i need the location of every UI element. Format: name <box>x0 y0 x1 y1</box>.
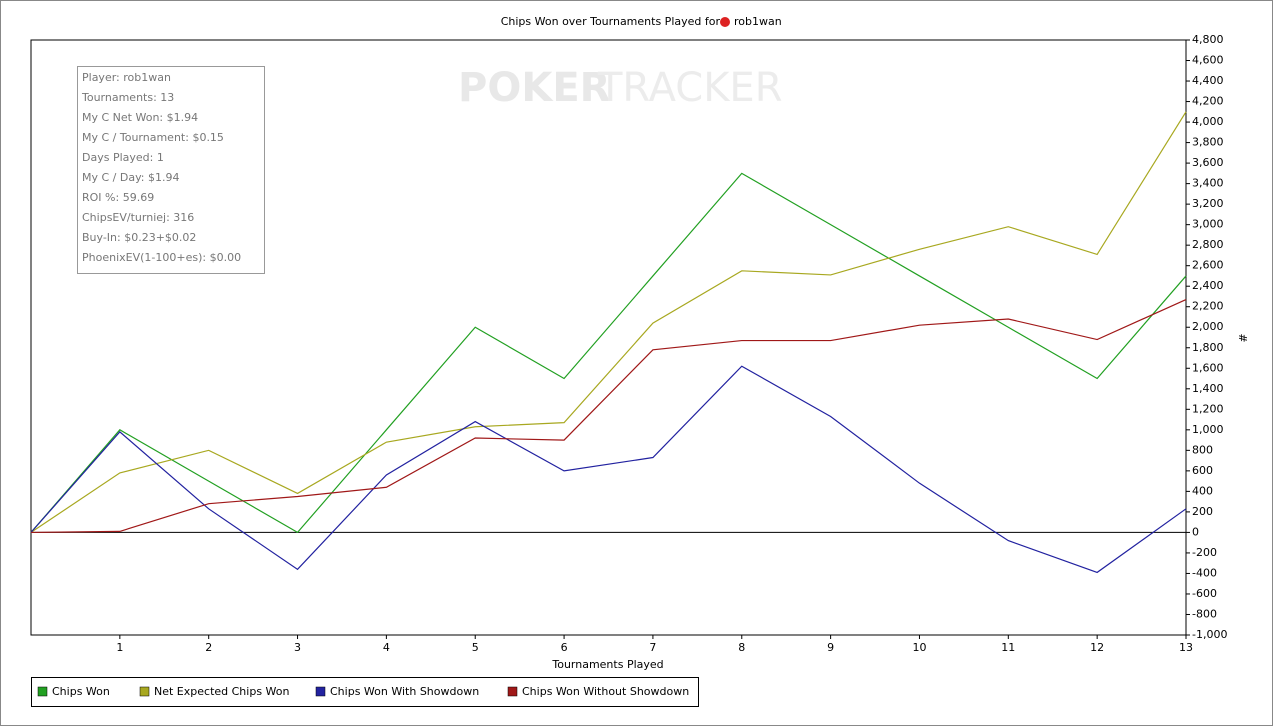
y-tick-label: 4,800 <box>1192 33 1224 46</box>
y-tick-label: 400 <box>1192 484 1213 497</box>
y-tick-label: -800 <box>1192 607 1217 620</box>
series-line <box>30 298 1187 534</box>
y-tick-label: 3,800 <box>1192 136 1224 149</box>
player-name: rob1wan <box>734 15 782 28</box>
legend-label: Chips Won <box>52 685 110 698</box>
stat-line: Player: rob1wan <box>82 71 171 84</box>
stat-line: My C / Day: $1.94 <box>82 171 180 184</box>
y-tick-label: 3,000 <box>1192 218 1224 231</box>
legend-swatch <box>315 686 326 697</box>
x-tick-label: 5 <box>472 641 479 654</box>
x-tick-label: 13 <box>1179 641 1193 654</box>
y-tick-label: 3,600 <box>1192 156 1224 169</box>
y-tick-label: 1,800 <box>1192 341 1224 354</box>
stat-line: Tournaments: 13 <box>81 91 174 104</box>
x-tick-label: 8 <box>738 641 745 654</box>
y-tick-label: -1,000 <box>1192 628 1227 641</box>
stat-line: PhoenixEV(1-100+es): $0.00 <box>82 251 241 264</box>
legend-label: Net Expected Chips Won <box>154 685 290 698</box>
y-tick-label: 4,000 <box>1192 115 1224 128</box>
y-tick-label: 4,600 <box>1192 54 1224 67</box>
y-tick-label: -600 <box>1192 587 1217 600</box>
player-icon <box>720 17 730 27</box>
stats-box <box>77 66 265 274</box>
y-tick-label: -400 <box>1192 566 1217 579</box>
y-tick-label: 2,600 <box>1192 259 1224 272</box>
x-tick-label: 6 <box>561 641 568 654</box>
x-tick-label: 10 <box>912 641 926 654</box>
plot-area <box>30 39 1187 636</box>
y-tick-label: 1,600 <box>1192 361 1224 374</box>
y-tick-label: 4,200 <box>1192 95 1224 108</box>
series-line <box>30 365 1187 574</box>
y-tick-label: 2,000 <box>1192 320 1224 333</box>
y-tick-label: 200 <box>1192 505 1213 518</box>
y-tick-label: 2,800 <box>1192 238 1224 251</box>
y-tick-label: 1,200 <box>1192 402 1224 415</box>
x-axis-label: Tournaments Played <box>551 658 663 671</box>
legend-swatch <box>139 686 150 697</box>
y-tick-label: 800 <box>1192 443 1213 456</box>
x-tick-label: 9 <box>827 641 834 654</box>
x-tick-label: 12 <box>1090 641 1104 654</box>
y-tick-label: -200 <box>1192 546 1217 559</box>
stat-line: ChipsEV/turniej: 316 <box>82 211 194 224</box>
watermark: POKER <box>458 65 610 111</box>
legend-label: Chips Won With Showdown <box>330 685 479 698</box>
chart-title: Chips Won over Tournaments Played for <box>501 15 721 28</box>
y-tick-label: 0 <box>1192 525 1199 538</box>
x-tick-label: 11 <box>1001 641 1015 654</box>
x-tick-label: 1 <box>116 641 123 654</box>
y-tick-label: 2,200 <box>1192 300 1224 313</box>
y-tick-label: 600 <box>1192 464 1213 477</box>
legend-swatch <box>37 686 48 697</box>
legend-swatch <box>507 686 518 697</box>
stat-line: Buy-In: $0.23+$0.02 <box>82 231 196 244</box>
legend-label: Chips Won Without Showdown <box>522 685 689 698</box>
stat-line: Days Played: 1 <box>82 151 164 164</box>
y-axis-label: # <box>1236 333 1249 342</box>
watermark: TRACKER <box>597 65 783 111</box>
stat-line: My C Net Won: $1.94 <box>82 111 198 124</box>
series-line <box>30 172 1187 534</box>
y-tick-label: 2,400 <box>1192 279 1224 292</box>
y-tick-label: 1,400 <box>1192 382 1224 395</box>
series-line <box>30 111 1187 533</box>
y-tick-label: 4,400 <box>1192 74 1224 87</box>
y-tick-label: 3,200 <box>1192 197 1224 210</box>
x-tick-label: 7 <box>649 641 656 654</box>
y-tick-label: 3,400 <box>1192 177 1224 190</box>
x-tick-label: 2 <box>205 641 212 654</box>
stat-line: ROI %: 59.69 <box>82 191 154 204</box>
stat-line: My C / Tournament: $0.15 <box>82 131 224 144</box>
x-tick-label: 4 <box>383 641 390 654</box>
y-tick-label: 1,000 <box>1192 423 1224 436</box>
x-tick-label: 3 <box>294 641 301 654</box>
